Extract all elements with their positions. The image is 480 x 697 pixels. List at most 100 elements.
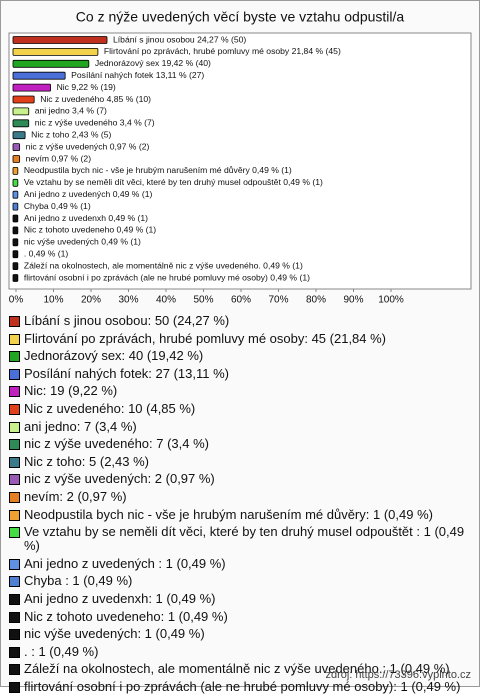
- bar-label: Chyba 0,49 % (1): [24, 201, 91, 211]
- x-tick-label: 20%: [81, 295, 101, 306]
- bar: [12, 238, 19, 247]
- legend-label: Nic z uvedeného: 10 (4,85 %): [24, 400, 196, 416]
- bar-label: Záleží na okolnostech, ale momentálně ni…: [24, 260, 303, 270]
- legend-swatch: [9, 664, 20, 676]
- bar: [12, 107, 30, 116]
- bar: [12, 48, 99, 56]
- legend-item: Nic: 19 (9,22 %): [9, 384, 471, 398]
- legend-item: Flirtování po zprávách, hrubé pomluvy mé…: [9, 330, 471, 346]
- legend-item: Neodpustila bych nic - vše je hrubým nar…: [9, 506, 471, 522]
- legend-swatch: [9, 576, 20, 588]
- legend-swatch: [9, 421, 20, 433]
- x-tick-label: 10%: [43, 295, 63, 306]
- legend-item: Jednorázový sex: 40 (19,42 %): [9, 349, 471, 363]
- legend-swatch: [9, 403, 20, 415]
- bar-label: Ani jedno z uvedenxh 0,49 % (1): [24, 213, 148, 223]
- legend-item: Nic z uvedeného: 10 (4,85 %): [9, 400, 471, 416]
- bar: [12, 226, 19, 235]
- bar-label: Nic z toho 2,43 % (5): [31, 129, 111, 139]
- bar: [12, 190, 19, 199]
- bar-label: Ve vztahu by se neměli dít věci, které b…: [24, 177, 323, 187]
- bar: [12, 119, 30, 128]
- bar: [12, 202, 19, 211]
- legend-label: nevím: 2 (0,97 %): [24, 488, 127, 504]
- legend-swatch: [9, 439, 20, 451]
- x-tick-label: 0%: [9, 295, 24, 306]
- x-tick-label: 80%: [306, 295, 326, 306]
- legend-label: Ani jedno z uvedených : 1 (0,49 %): [24, 555, 226, 571]
- legend-label: nic z výše uvedených: 2 (0,97 %): [24, 471, 215, 487]
- legend-item: . : 1 (0,49 %): [9, 643, 471, 659]
- bar: [12, 95, 35, 104]
- legend-label: Líbání s jinou osobou: 50 (24,27 %): [24, 313, 230, 328]
- legend-item: Nic z toho: 5 (2,43 %): [9, 454, 471, 469]
- bar-label: Jednorázový sex 19,42 % (40): [95, 58, 211, 68]
- legend-label: . : 1 (0,49 %): [24, 643, 99, 659]
- bar: [12, 143, 21, 152]
- bar-label: Nic z tohoto uvedeneho 0,49 % (1): [24, 225, 156, 235]
- legend-label: Flirtování po zprávách, hrubé pomluvy mé…: [24, 330, 387, 346]
- legend-label: Jednorázový sex: 40 (19,42 %): [24, 348, 204, 364]
- bar: [12, 250, 19, 259]
- legend-item: nic z výše uvedeného: 7 (3,4 %): [9, 437, 471, 451]
- source: zdroj: https://73396.vyplnto.cz: [325, 669, 471, 681]
- bar-label: Flirtování po zprávách, hrubé pomluvy mé…: [104, 46, 341, 56]
- bar-label: nic z výše uvedeného 3,4 % (7): [35, 118, 155, 128]
- bar: [12, 36, 108, 44]
- bar: [12, 166, 19, 175]
- legend-label: Neodpustila bych nic - vše je hrubým nar…: [24, 506, 433, 522]
- bar: [12, 83, 51, 92]
- bar-label: ani jedno 3,4 % (7): [35, 106, 107, 116]
- legend-swatch: [9, 509, 20, 521]
- plot-area: [8, 32, 472, 290]
- legend-label: nic výše uvedených: 1 (0,49 %): [24, 626, 205, 642]
- legend-label: Posílání nahých fotek: 27 (13,11 %): [24, 365, 229, 381]
- bar: [12, 131, 26, 140]
- legend-label: ani jedno: 7 (3,4 %): [24, 418, 137, 434]
- legend-swatch: [9, 368, 20, 380]
- legend-swatch: [9, 558, 20, 570]
- x-tick-label: 50%: [193, 295, 213, 306]
- legend-item: Záleží na okolnostech, ale momentálně ni…: [9, 662, 471, 676]
- legend-item: nevím: 2 (0,97 %): [9, 488, 471, 504]
- legend-label: Záleží na okolnostech, ale momentálně ni…: [24, 661, 450, 677]
- legend-item: Ani jedno z uvedenxh: 1 (0,49 %): [9, 591, 471, 606]
- legend-label: Chyba : 1 (0,49 %): [24, 573, 133, 589]
- legend-item: Ve vztahu by se neměli dít věci, které b…: [9, 525, 471, 553]
- legend-swatch: [9, 351, 20, 363]
- legend-swatch: [9, 681, 20, 693]
- bar: [12, 178, 19, 187]
- x-tick-label: 30%: [118, 295, 138, 306]
- bar-label: Posílání nahých fotek 13,11 % (27): [71, 70, 204, 80]
- legend-swatch: [9, 386, 20, 398]
- legend-swatch: [9, 629, 20, 641]
- bar-label: nic výše uvedených 0,49 % (1): [24, 237, 141, 247]
- legend-item: ani jedno: 7 (3,4 %): [9, 418, 471, 434]
- x-tick-label: 90%: [343, 295, 363, 306]
- x-tick-label: 100%: [378, 295, 404, 306]
- legend-swatch: [9, 474, 20, 486]
- legend: Líbání s jinou osobou: 50 (24,27 %) Flirt…: [9, 314, 471, 697]
- legend-label: Nic: 19 (9,22 %): [24, 383, 118, 399]
- legend-swatch: [9, 646, 20, 658]
- bar: [12, 155, 21, 163]
- legend-item: Líbání s jinou osobou: 50 (24,27 %): [9, 314, 471, 328]
- legend-label: nic z výše uvedeného: 7 (3,4 %): [24, 436, 209, 452]
- chart: Co z nýže uvedených věcí byste ve vztahu…: [8, 9, 472, 306]
- legend-item: Posílání nahých fotek: 27 (13,11 %): [9, 365, 471, 381]
- x-tick-label: 70%: [268, 295, 288, 306]
- legend-item: Nic z tohoto uvedeneho: 1 (0,49 %): [9, 608, 471, 624]
- bar: [12, 274, 19, 282]
- bar-label: Líbání s jinou osobou 24,27 % (50): [113, 34, 246, 44]
- bar-label: Nic 9,22 % (19): [57, 82, 116, 92]
- x-tick-label: 60%: [231, 295, 251, 306]
- legend-label: Nic z tohoto uvedeneho: 1 (0,49 %): [24, 608, 228, 624]
- legend-item: nic z výše uvedených: 2 (0,97 %): [9, 472, 471, 486]
- bar-label: nic z výše uvedených 0,97 % (2): [26, 141, 150, 151]
- legend-swatch: [9, 527, 20, 539]
- chart-title: Co z nýže uvedených věcí byste ve vztahu…: [76, 9, 405, 25]
- legend-swatch: [9, 611, 20, 623]
- bar-label: . 0,49 % (1): [24, 248, 69, 258]
- legend-item: Ani jedno z uvedených : 1 (0,49 %): [9, 555, 471, 571]
